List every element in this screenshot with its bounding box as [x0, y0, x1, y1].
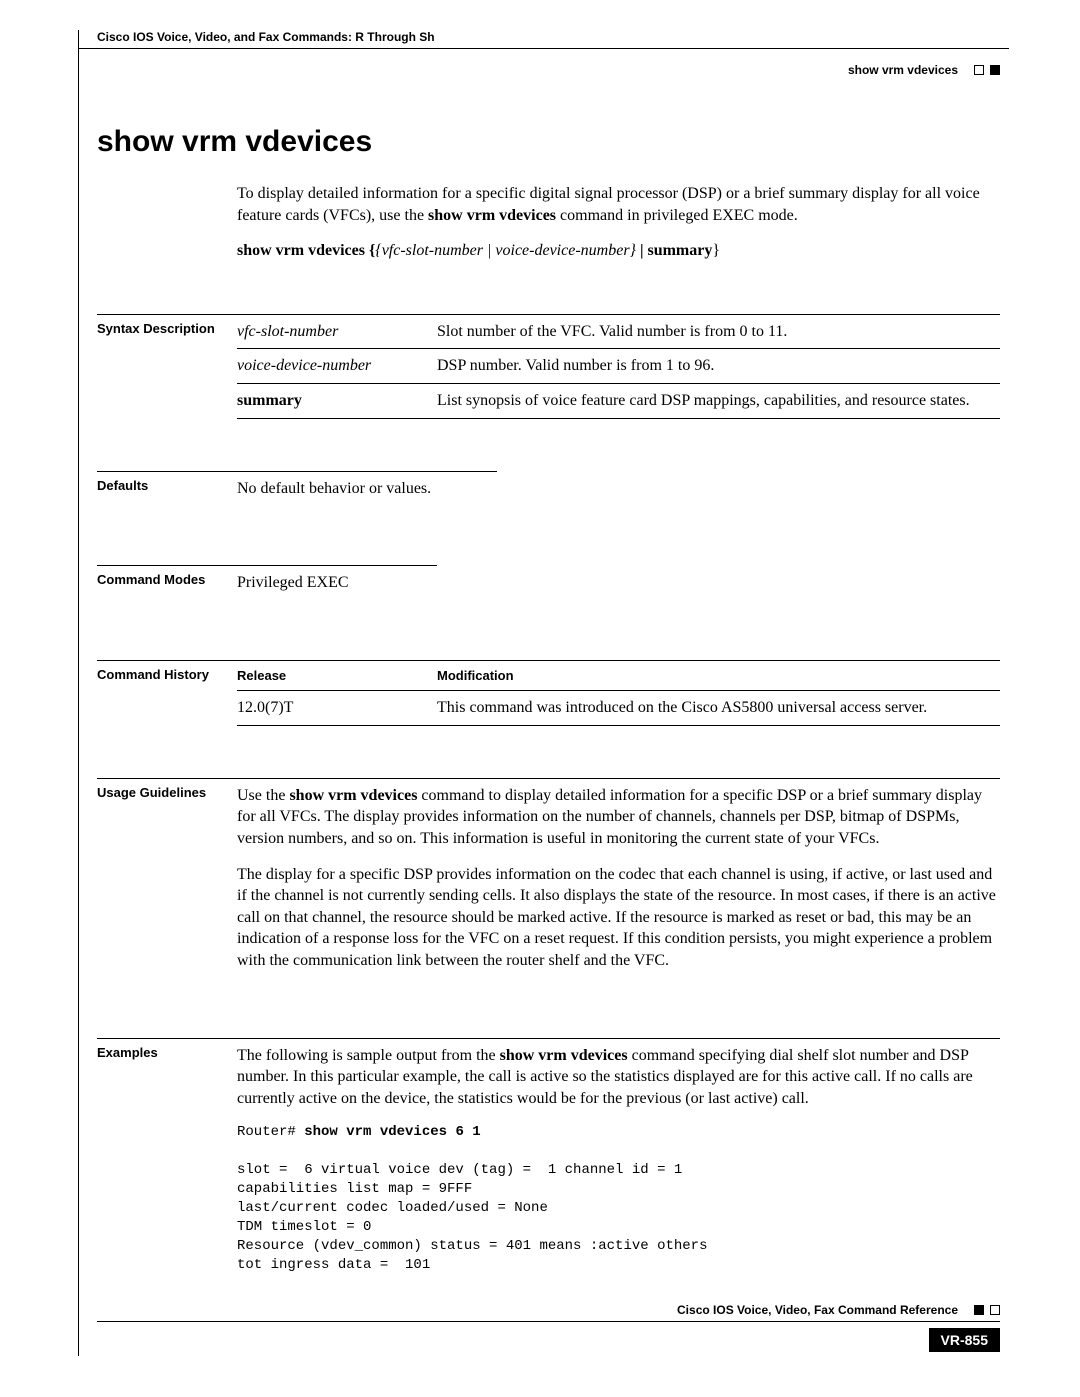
- marker-hollow-icon: [974, 65, 984, 75]
- usage-p2: The display for a specific DSP provides …: [237, 864, 1000, 972]
- intro-text-post: command in privileged EXEC mode.: [556, 207, 798, 224]
- usage-label: Usage Guidelines: [97, 778, 237, 986]
- examples-body: The following is sample output from the …: [237, 1038, 1000, 1275]
- cli-line: TDM timeslot = 0: [237, 1219, 371, 1235]
- syntax-close: }: [712, 242, 720, 259]
- cli-prompt: Router#: [237, 1124, 304, 1140]
- syntax-desc: Slot number of the VFC. Valid number is …: [437, 314, 1000, 349]
- history-header-row: Release Modification: [237, 660, 1000, 691]
- page-number: VR-855: [929, 1328, 1000, 1352]
- syntax-desc: DSP number. Valid number is from 1 to 96…: [437, 349, 1000, 384]
- syntax-param-text: summary: [237, 392, 302, 409]
- marker-solid-icon: [990, 65, 1000, 75]
- page-title: show vrm vdevices: [97, 125, 1000, 159]
- cli-line: slot = 6 virtual voice dev (tag) = 1 cha…: [237, 1162, 682, 1178]
- footer-marker-solid-icon: [974, 1305, 984, 1315]
- cli-line: last/current codec loaded/used = None: [237, 1200, 548, 1216]
- defaults-label: Defaults: [97, 471, 237, 514]
- modes-label: Command Modes: [97, 565, 237, 608]
- section-defaults: Defaults No default behavior or values.: [97, 471, 1000, 514]
- footer-marker-hollow-icon: [990, 1305, 1000, 1315]
- section-syntax: Syntax Description vfc-slot-number Slot …: [97, 314, 1000, 419]
- history-body: Release Modification 12.0(7)T This comma…: [237, 660, 1000, 726]
- syntax-body: vfc-slot-number Slot number of the VFC. …: [237, 314, 1000, 419]
- running-head: Cisco IOS Voice, Video, and Fax Commands…: [79, 30, 1009, 49]
- history-head-mod: Modification: [437, 660, 1000, 691]
- modes-body: Privileged EXEC: [237, 565, 1000, 608]
- syntax-italic1: {vfc-slot-number | voice-device-number}: [375, 242, 636, 259]
- examples-label: Examples: [97, 1038, 237, 1275]
- cli-output: Router# show vrm vdevices 6 1 slot = 6 v…: [237, 1123, 1000, 1274]
- usage-p1-pre: Use the: [237, 787, 289, 804]
- section-modes: Command Modes Privileged EXEC: [97, 565, 1000, 608]
- examples-p1: The following is sample output from the …: [237, 1045, 1000, 1110]
- syntax-param: voice-device-number: [237, 349, 437, 384]
- subhead-row: show vrm vdevices: [79, 63, 1008, 77]
- syntax-bold2: | summary: [636, 242, 712, 259]
- section-usage: Usage Guidelines Use the show vrm vdevic…: [97, 778, 1000, 986]
- cli-line: capabilities list map = 9FFF: [237, 1181, 472, 1197]
- history-mod: This command was introduced on the Cisco…: [437, 691, 1000, 726]
- syntax-param: summary: [237, 383, 437, 418]
- intro-text-bold: show vrm vdevices: [428, 207, 556, 224]
- usage-p1: Use the show vrm vdevices command to dis…: [237, 785, 1000, 850]
- syntax-param: vfc-slot-number: [237, 314, 437, 349]
- syntax-param-text: voice-device-number: [237, 357, 371, 374]
- defaults-text: No default behavior or values.: [237, 471, 497, 500]
- syntax-row: voice-device-number DSP number. Valid nu…: [237, 349, 1000, 384]
- intro-paragraph: To display detailed information for a sp…: [237, 183, 1000, 226]
- defaults-body: No default behavior or values.: [237, 471, 1000, 514]
- syntax-label: Syntax Description: [97, 314, 237, 419]
- examples-p1-bold: show vrm vdevices: [500, 1047, 628, 1064]
- subhead-text: show vrm vdevices: [848, 63, 958, 77]
- examples-p1-pre: The following is sample output from the: [237, 1047, 500, 1064]
- modes-text: Privileged EXEC: [237, 565, 437, 594]
- syntax-row: summary List synopsis of voice feature c…: [237, 383, 1000, 418]
- footer: Cisco IOS Voice, Video, Fax Command Refe…: [97, 1303, 1000, 1322]
- section-examples: Examples The following is sample output …: [97, 1038, 1000, 1275]
- cli-line: tot ingress data = 101: [237, 1257, 430, 1273]
- content-area: show vrm vdevices To display detailed in…: [79, 125, 1008, 1275]
- syntax-row: vfc-slot-number Slot number of the VFC. …: [237, 314, 1000, 349]
- footer-doc-title: Cisco IOS Voice, Video, Fax Command Refe…: [677, 1303, 958, 1317]
- usage-p1-bold: show vrm vdevices: [289, 787, 417, 804]
- section-history: Command History Release Modification 12.…: [97, 660, 1000, 726]
- syntax-param-text: vfc-slot-number: [237, 323, 338, 340]
- syntax-bold1: show vrm vdevices {: [237, 242, 375, 259]
- syntax-line: show vrm vdevices {{vfc-slot-number | vo…: [237, 240, 1000, 262]
- history-table: Release Modification 12.0(7)T This comma…: [237, 660, 1000, 726]
- intro-block: To display detailed information for a sp…: [237, 183, 1000, 262]
- history-label: Command History: [97, 660, 237, 726]
- page-frame: Cisco IOS Voice, Video, and Fax Commands…: [78, 30, 1008, 1350]
- cli-cmd: show vrm vdevices 6 1: [304, 1124, 480, 1140]
- syntax-desc: List synopsis of voice feature card DSP …: [437, 383, 1000, 418]
- usage-body: Use the show vrm vdevices command to dis…: [237, 778, 1000, 986]
- corner-tick-icon: [78, 1346, 79, 1356]
- history-head-release: Release: [237, 660, 437, 691]
- history-row: 12.0(7)T This command was introduced on …: [237, 691, 1000, 726]
- cli-line: Resource (vdev_common) status = 401 mean…: [237, 1238, 707, 1254]
- footer-line: Cisco IOS Voice, Video, Fax Command Refe…: [97, 1303, 1000, 1322]
- syntax-table: vfc-slot-number Slot number of the VFC. …: [237, 314, 1000, 419]
- history-release: 12.0(7)T: [237, 691, 437, 726]
